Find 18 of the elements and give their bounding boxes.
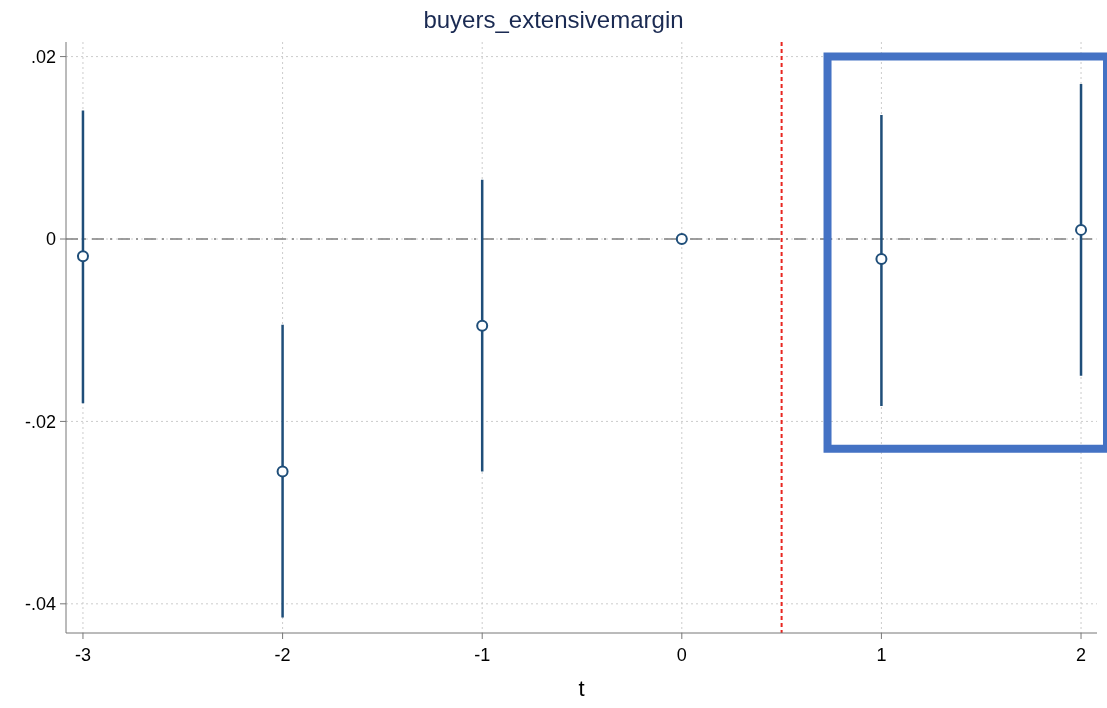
y-tick-label: -.02 (24, 411, 56, 432)
x-tick-label: 2 (1076, 645, 1087, 665)
y-tick-label: 0 (45, 229, 56, 250)
x-tick-label: -1 (474, 645, 491, 665)
y-tick-label: -.04 (24, 594, 56, 615)
point (675, 233, 688, 245)
chart-title: buyers_extensivemargin (423, 6, 684, 33)
x-tick-label: 0 (676, 645, 687, 665)
point (476, 319, 489, 332)
x-tick-label: -3 (74, 645, 91, 665)
point (76, 250, 89, 263)
x-tick-label: -2 (274, 645, 291, 665)
point (276, 465, 289, 478)
y-tick-label: .02 (30, 46, 56, 67)
point (875, 253, 888, 266)
x-axis-title: t (578, 676, 585, 701)
point (1075, 223, 1088, 236)
x-tick-label: 1 (876, 645, 887, 665)
